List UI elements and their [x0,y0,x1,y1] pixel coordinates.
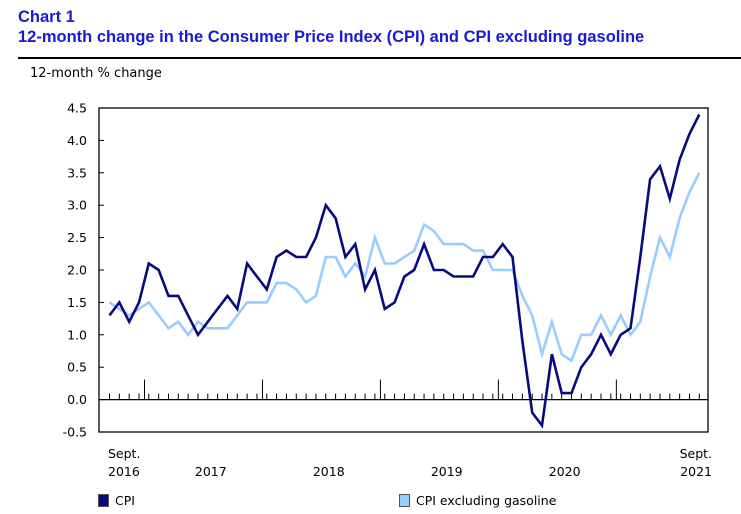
x-tick-label: 2017 [195,464,227,479]
title-divider [18,57,741,59]
legend-swatch-cpi [98,494,109,507]
x-tick-label: 2021 [680,464,712,479]
y-tick-label: 2.0 [67,263,87,278]
chart-title: 12-month change in the Consumer Price In… [18,28,645,46]
legend-label-cpi-excluding-gasoline: CPI excluding gasoline [416,493,557,508]
y-tick-label: -0.5 [63,425,87,440]
y-tick-label: 0.0 [67,392,87,407]
x-tick-label: 2019 [431,464,463,479]
y-axis-label: 12-month % change [30,66,162,81]
x-tick-label: Sept. [108,446,140,461]
y-tick-label: 3.0 [67,198,87,213]
x-tick-label: Sept. [680,446,712,461]
series-line-cpi-excluding-gasoline [108,172,701,363]
chart-label: Chart 1 [18,8,75,26]
y-tick-label: 2.5 [67,230,87,245]
y-tick-label: 4.0 [67,133,87,148]
x-tick-label: 2016 [108,464,140,479]
x-tick-label: 2020 [549,464,581,479]
y-tick-label: 1.5 [67,295,87,310]
legend-item-cpi: CPI [98,493,135,508]
y-tick-label: 3.5 [67,165,87,180]
series-line-cpi [108,113,701,429]
y-tick-label: 0.5 [67,360,87,375]
y-tick-label: 4.5 [67,101,87,116]
legend-item-cpi-excluding-gasoline: CPI excluding gasoline [399,493,556,508]
x-tick-label: 2018 [313,464,345,479]
legend-swatch-cpi-excluding-gasoline [399,494,410,507]
y-tick-label: 1.0 [67,327,87,342]
legend-label-cpi: CPI [115,493,135,508]
